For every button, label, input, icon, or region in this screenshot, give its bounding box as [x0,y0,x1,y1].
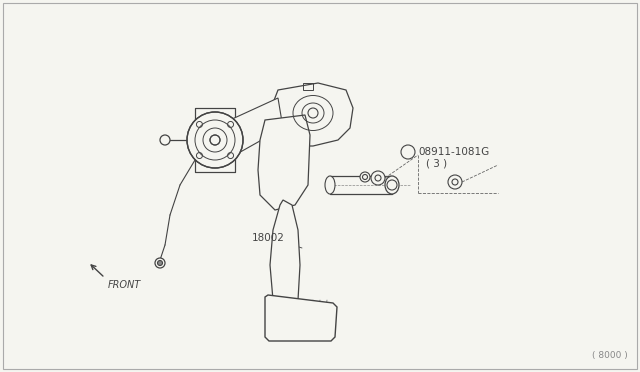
Circle shape [210,135,220,145]
Ellipse shape [385,176,399,194]
Polygon shape [265,295,337,341]
Polygon shape [270,200,300,312]
Text: ( 8000 ): ( 8000 ) [592,351,628,360]
Circle shape [371,171,385,185]
Polygon shape [258,115,310,210]
Text: ( 3 ): ( 3 ) [426,159,447,169]
Polygon shape [225,98,283,155]
Circle shape [360,172,370,182]
Text: FRONT: FRONT [108,280,141,290]
Circle shape [157,260,163,266]
Circle shape [160,135,170,145]
Circle shape [155,258,165,268]
Ellipse shape [325,176,335,194]
Circle shape [187,112,243,168]
Text: 08911-1081G: 08911-1081G [418,147,489,157]
Circle shape [401,145,415,159]
Circle shape [448,175,462,189]
Polygon shape [270,83,353,146]
Text: N: N [404,148,412,157]
Text: 18002: 18002 [252,233,285,243]
Polygon shape [195,108,235,172]
